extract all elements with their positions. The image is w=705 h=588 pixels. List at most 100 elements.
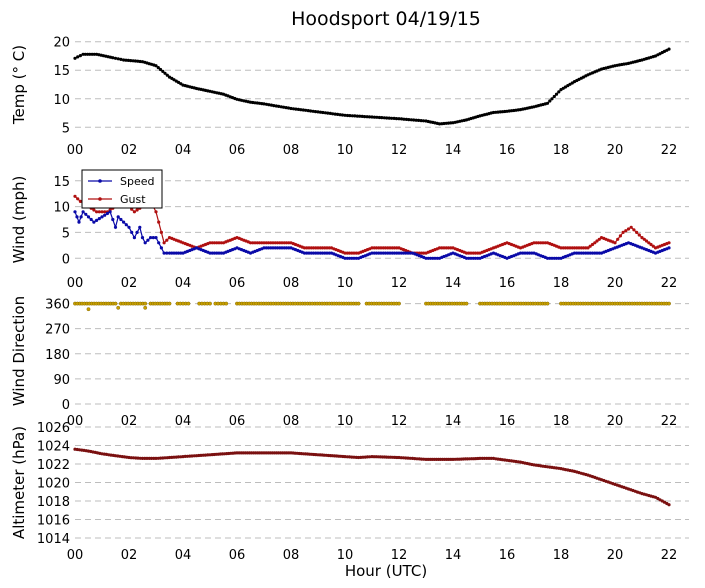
speed-point: [548, 256, 552, 260]
gust-point: [534, 241, 538, 245]
gust-point: [536, 241, 541, 245]
speed-point: [431, 256, 435, 260]
altimeter-point: [181, 455, 185, 459]
temp-point: [262, 102, 266, 106]
x-tick-label: 04: [175, 276, 192, 291]
x-tick-label: 22: [661, 143, 678, 158]
temp-point: [274, 104, 278, 108]
x-tick-label: 02: [121, 414, 138, 429]
direction-point: [86, 307, 91, 312]
temp-point: [442, 121, 446, 126]
gust-point: [78, 199, 82, 203]
temp-point: [321, 110, 325, 115]
direction-point: [208, 301, 212, 306]
x-tick-label: 08: [283, 143, 300, 158]
temp-point: [161, 69, 165, 73]
gust-point: [579, 246, 583, 250]
speed-point: [377, 251, 381, 255]
gust-point: [383, 246, 388, 250]
speed-point: [100, 215, 104, 219]
temp-point: [156, 66, 160, 70]
altimeter-point: [149, 456, 154, 460]
temp-point: [284, 106, 288, 110]
speed-point: [84, 212, 88, 216]
gust-point: [541, 241, 545, 245]
gust-point: [667, 241, 671, 245]
direction-point: [545, 301, 550, 306]
x-tick-label: 02: [121, 276, 138, 291]
altimeter-point: [478, 456, 482, 460]
speed-point: [554, 256, 559, 260]
temp-point: [269, 103, 273, 107]
y-tick-label: 10: [53, 93, 70, 108]
temp-point: [326, 111, 330, 115]
speed-point: [146, 238, 150, 242]
gust-point: [97, 210, 101, 214]
temp-point: [409, 118, 413, 122]
speed-point: [130, 230, 134, 234]
speed-point: [143, 241, 147, 245]
x-tick-label: 20: [607, 276, 624, 291]
temp-point: [414, 118, 418, 122]
y-tick-label: 10: [53, 201, 70, 216]
temp-point: [154, 64, 158, 68]
y-tick-label: 15: [53, 175, 70, 190]
speed-point: [269, 246, 273, 250]
gust-point: [154, 210, 158, 214]
speed-point: [557, 256, 561, 260]
gust-point: [629, 225, 633, 229]
temp-point: [279, 105, 283, 109]
x-tick-label: 14: [445, 276, 462, 291]
gust-point: [532, 241, 536, 245]
temp-point: [158, 67, 163, 72]
speed-point: [518, 251, 523, 255]
speed-point: [401, 251, 406, 255]
temp-point: [550, 97, 554, 101]
temp-point: [313, 110, 318, 114]
altimeter-point: [368, 455, 372, 459]
speed-point: [132, 236, 136, 240]
temp-point: [365, 115, 369, 119]
temp-point: [367, 115, 372, 119]
speed-point: [545, 256, 550, 260]
speed-point: [111, 217, 115, 222]
altimeter-point: [397, 455, 401, 460]
temp-point: [496, 110, 500, 114]
x-tick-label: 06: [229, 414, 246, 429]
legend-gust-marker: [98, 197, 102, 201]
altimeter-point: [415, 457, 419, 461]
gust-point: [539, 241, 543, 245]
gust-point: [577, 246, 581, 250]
gust-point: [251, 241, 255, 245]
gust-point: [419, 251, 424, 255]
gust-point: [248, 241, 253, 245]
temp-point: [163, 71, 167, 75]
temp-point: [299, 108, 303, 112]
direction-point: [143, 305, 148, 310]
speed-point: [75, 215, 79, 219]
gust-point: [442, 246, 446, 250]
direction-point: [356, 301, 361, 306]
gust-point: [266, 241, 271, 245]
x-tick-label: 06: [229, 276, 246, 291]
speed-point: [140, 236, 145, 240]
x-tick-label: 18: [553, 143, 570, 158]
gust-point: [586, 246, 590, 250]
x-tick-label: 16: [499, 143, 516, 158]
gust-point: [257, 241, 262, 245]
speed-point: [179, 251, 183, 255]
speed-point: [271, 246, 275, 250]
gust-point: [386, 246, 390, 250]
panel-2: 0 90 180 270 360 00 02 04 06 08 10 12 14 16 18 20 22 Wind…: [10, 296, 689, 429]
speed-point: [343, 256, 347, 260]
gust-point: [347, 251, 352, 255]
x-tick-label: 00: [67, 143, 84, 158]
x-tick-label: 14: [445, 143, 462, 158]
y-tick-label: 1020: [37, 477, 70, 492]
gust-point: [566, 246, 570, 250]
gust-point: [572, 246, 577, 250]
gust-point: [95, 210, 99, 214]
gust-point: [469, 251, 473, 255]
gust-point: [635, 230, 639, 234]
gust-point: [327, 246, 331, 250]
